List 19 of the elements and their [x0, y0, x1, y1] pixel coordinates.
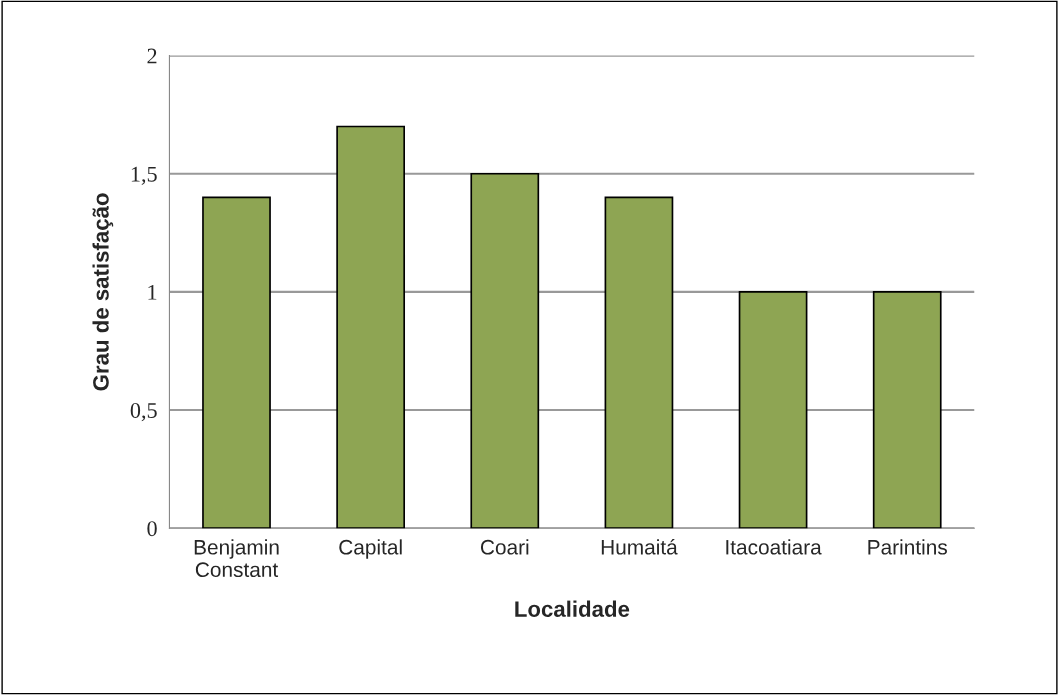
bar	[470, 172, 540, 529]
x-axis-title: Localidade	[515, 600, 630, 617]
x-tick-label: Humaitá	[601, 539, 678, 555]
bar	[738, 291, 808, 529]
y-tick-label: 0,5	[130, 402, 157, 422]
x-tick-label: Itacoatiara	[726, 539, 822, 555]
x-tick-label: Parintins	[868, 539, 947, 555]
y-axis-title: Grau de satisfação	[92, 193, 114, 391]
bar	[202, 196, 271, 529]
x-tick-label: Coari	[480, 539, 529, 555]
x-tick-label: Benjamin Constant	[194, 539, 279, 578]
bar	[872, 291, 942, 529]
y-tick-label: 1,5	[131, 166, 157, 185]
bar	[604, 196, 674, 529]
bar	[336, 125, 406, 529]
y-tick-label: 2	[147, 48, 157, 64]
y-tick-label: 1	[148, 284, 157, 300]
y-tick-label: 0	[147, 521, 157, 537]
x-tick-label: Capital	[339, 539, 402, 559]
